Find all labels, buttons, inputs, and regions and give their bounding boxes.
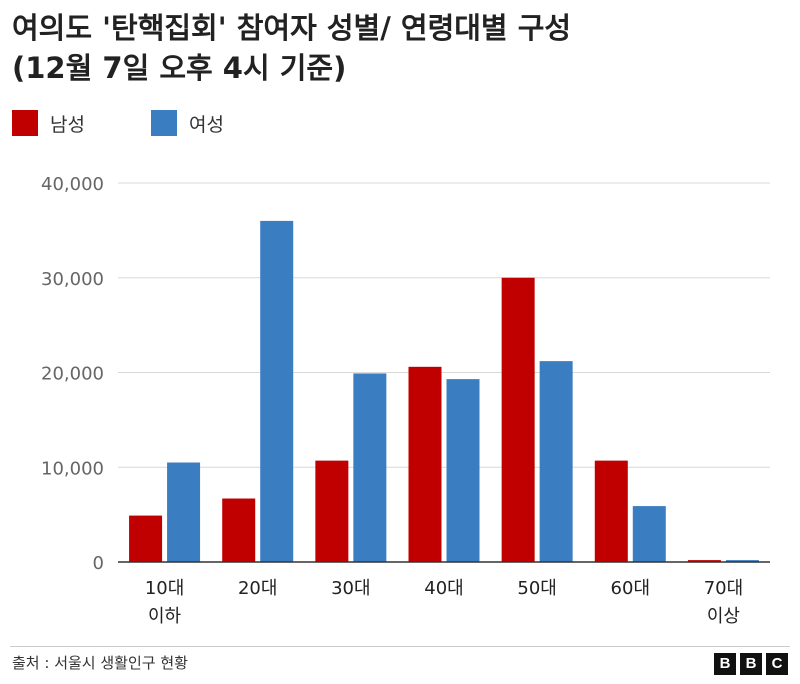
x-tick-label: 20대 (238, 578, 277, 599)
logo-letter-b1: B (714, 653, 736, 675)
legend-label-male: 남성 (50, 113, 85, 136)
bar-female (446, 379, 480, 562)
bar-male (315, 460, 349, 562)
bar-female (167, 462, 201, 562)
bar-male (687, 560, 721, 562)
title-line-1: 여의도 '탄핵집회' 참여자 성별/ 연령대별 구성 (12, 11, 572, 45)
bar-female (725, 560, 759, 562)
legend-item-female: 여성 (150, 110, 224, 137)
bbc-logo: B B C (710, 653, 788, 675)
bar-male (408, 366, 442, 562)
bar-male (501, 277, 535, 562)
x-tick-label: 10대 이하 (145, 578, 184, 627)
logo-letter-c: C (766, 653, 788, 675)
x-tick-label: 40대 (424, 578, 463, 599)
logo-letter-b2: B (740, 653, 762, 675)
bar-male (129, 515, 163, 562)
bar-chart: 0 10,000 20,000 30,000 40,000 10대 이하 20대 30대 40대 5… (41, 174, 770, 627)
bar-male (222, 498, 256, 562)
legend-swatch-male (12, 110, 38, 136)
y-tick-label: 0 (93, 553, 104, 574)
footer-divider (10, 646, 790, 647)
legend-label-female: 여성 (188, 113, 224, 136)
y-tick-label: 30,000 (41, 269, 104, 290)
bar-male (594, 460, 628, 562)
bar-female (260, 220, 294, 562)
bar-female (353, 373, 387, 562)
y-tick-label: 20,000 (41, 364, 104, 385)
legend: 남성 여성 (12, 108, 290, 138)
chart-title: 여의도 '탄핵집회' 참여자 성별/ 연령대별 구성 (12월 7일 오후 4시… (12, 8, 788, 88)
x-tick-label: 70대 이상 (704, 578, 743, 627)
x-tick-label: 30대 (331, 578, 370, 599)
bar-female (539, 361, 573, 562)
y-tick-label: 10,000 (41, 458, 104, 479)
title-line-2: (12월 7일 오후 4시 기준) (12, 51, 347, 85)
source-note: 출처 : 서울시 생활인구 현황 (12, 654, 188, 672)
legend-item-male: 남성 (12, 110, 85, 137)
x-tick-label: 50대 (517, 578, 556, 599)
y-tick-label: 40,000 (41, 174, 104, 195)
x-tick-label: 60대 (611, 578, 650, 599)
legend-swatch-female (150, 110, 177, 136)
bar-female (632, 506, 666, 562)
